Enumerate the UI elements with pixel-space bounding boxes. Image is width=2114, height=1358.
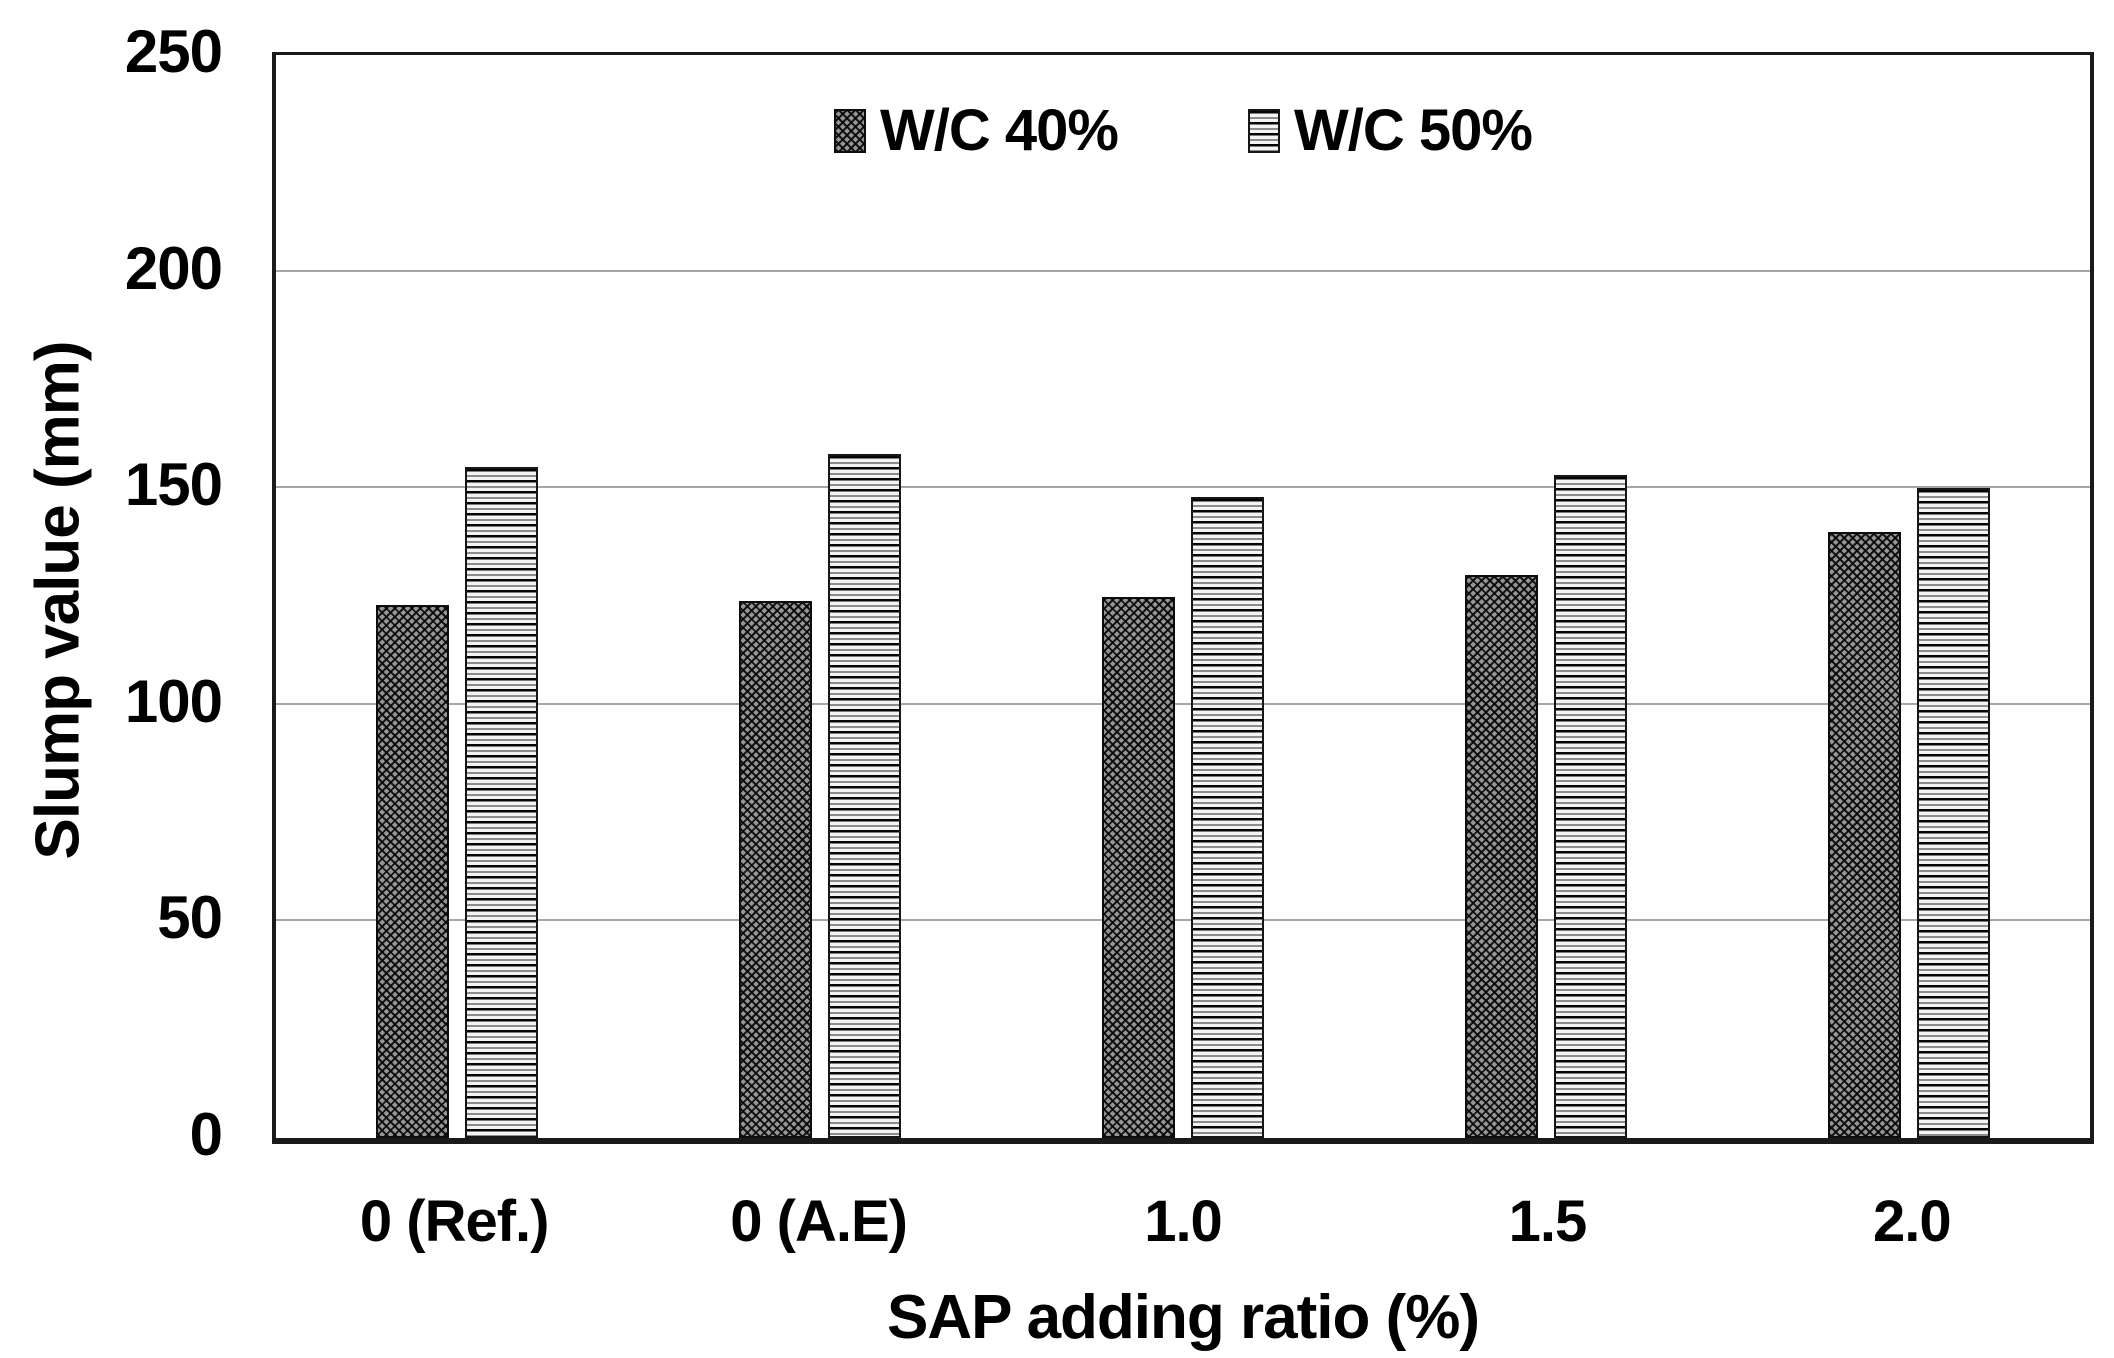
- bar-group-1.5: [1364, 55, 1727, 1138]
- y-tick-label-100: 100: [124, 667, 223, 735]
- bar-w-c-40--2.0: [1827, 531, 1901, 1138]
- bar-w-c-50--1.5: [1553, 475, 1627, 1138]
- bar-group-1.0: [1002, 55, 1365, 1138]
- bar-w-c-40--1.5: [1464, 574, 1538, 1138]
- x-tick-label-1.5: 1.5: [1508, 1189, 1588, 1254]
- crosshatch-swatch-icon: [834, 108, 867, 153]
- hstripes-swatch-icon: [1248, 108, 1280, 153]
- gridline-100: [276, 702, 2090, 705]
- y-tick-label-50: 50: [157, 884, 223, 952]
- legend-label: W/C 40%: [880, 98, 1119, 163]
- bar-group-0 (Ref.): [276, 55, 639, 1138]
- gridline-50: [276, 919, 2090, 922]
- bar-group-2.0: [1727, 55, 2090, 1138]
- plot-area: W/C 40% W/C 50%: [272, 52, 2094, 1144]
- y-tick-label-200: 200: [124, 234, 223, 302]
- y-axis-labels: 0 50 100 150 200 250: [0, 22, 244, 1165]
- legend-label: W/C 50%: [1294, 98, 1533, 163]
- x-tick-label-2.0: 2.0: [1873, 1189, 1952, 1254]
- y-tick-label-150: 150: [124, 451, 223, 519]
- bar-w-c-50--0 (A.E): [828, 453, 902, 1138]
- bar-w-c-50--2.0: [1916, 488, 1990, 1138]
- x-tick-label-1.0: 1.0: [1144, 1189, 1223, 1254]
- x-axis-title: SAP adding ratio (%): [886, 1283, 1480, 1352]
- legend: W/C 40% W/C 50%: [276, 97, 2090, 164]
- y-tick-label-0: 0: [189, 1101, 223, 1168]
- gridline-200: [276, 269, 2090, 272]
- x-tick-label-0 (A.E): 0 (A.E): [730, 1189, 908, 1254]
- legend-item-w-c-50-: W/C 50%: [1248, 97, 1533, 164]
- legend-item-w-c-40-: W/C 40%: [834, 97, 1119, 164]
- x-axis-labels: 0 (Ref.) 0 (A.E) 1.0 1.5 2.0: [272, 1188, 2094, 1255]
- y-tick-label-250: 250: [124, 18, 223, 85]
- bar-w-c-50--0 (Ref.): [465, 466, 539, 1138]
- bar-w-c-40--1.0: [1101, 596, 1175, 1138]
- bar-w-c-40--0 (Ref.): [376, 605, 450, 1138]
- bar-groups-layer: [276, 55, 2090, 1138]
- bar-w-c-40--0 (A.E): [739, 600, 813, 1138]
- x-tick-label-0 (Ref.): 0 (Ref.): [359, 1189, 550, 1254]
- bar-group-0 (A.E): [639, 55, 1002, 1138]
- gridline-150: [276, 486, 2090, 489]
- bar-w-c-50--1.0: [1190, 496, 1264, 1138]
